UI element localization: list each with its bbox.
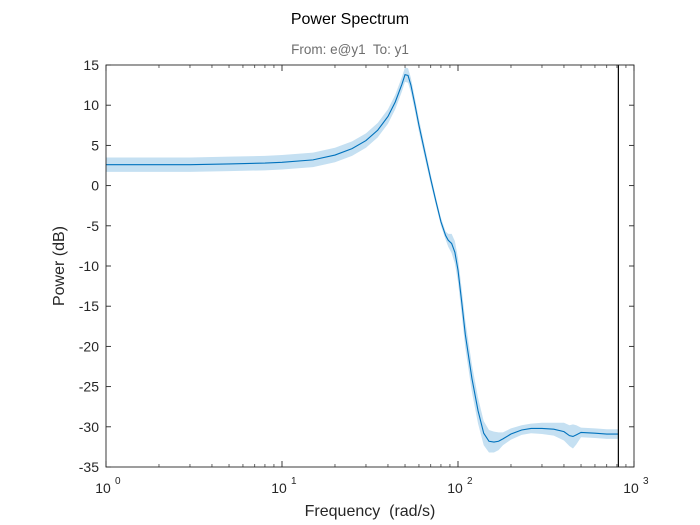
x-tick-label: 10 xyxy=(447,480,463,496)
x-tick-label-exponent: 3 xyxy=(643,476,649,487)
y-tick-label: -10 xyxy=(79,258,99,274)
x-tick-label: 10 xyxy=(95,480,111,496)
y-tick-label: -15 xyxy=(79,298,99,314)
y-tick-label: -35 xyxy=(79,459,99,475)
y-axis-label: Power (dB) xyxy=(51,225,68,307)
y-tick-label: 15 xyxy=(83,57,99,73)
chart-subtitle: From: e@y1 To: y1 xyxy=(291,42,409,57)
plot-area xyxy=(106,65,634,467)
y-tick-label: -25 xyxy=(79,379,99,395)
series-line xyxy=(106,73,619,443)
y-tick-label: -20 xyxy=(79,338,99,354)
x-axis-label: Frequency (rad/s) xyxy=(304,503,436,520)
x-tick-label-exponent: 0 xyxy=(115,476,121,487)
y-tick-label: -5 xyxy=(87,218,100,234)
x-tick-label-exponent: 2 xyxy=(467,476,473,487)
x-tick-label: 10 xyxy=(271,480,287,496)
y-tick-label: 0 xyxy=(91,178,99,194)
x-tick-label-exponent: 1 xyxy=(291,476,297,487)
y-tick-label: -30 xyxy=(79,419,99,435)
y-tick-label: 10 xyxy=(83,97,99,113)
y-tick-label: 5 xyxy=(91,137,99,153)
chart-title: Power Spectrum xyxy=(290,11,410,28)
x-tick-label: 10 xyxy=(623,480,639,496)
